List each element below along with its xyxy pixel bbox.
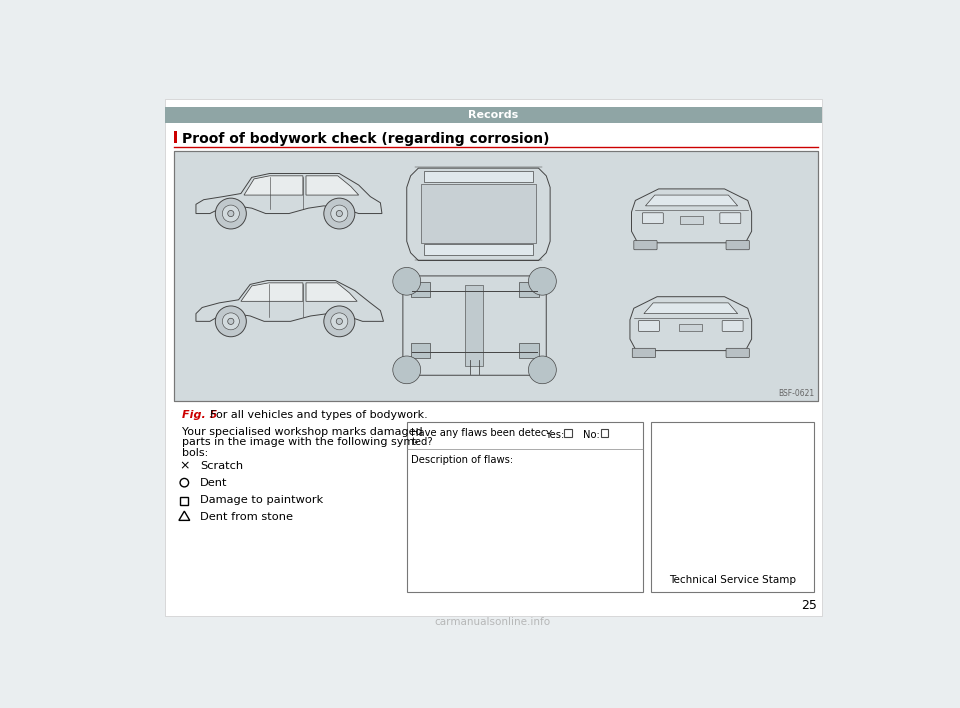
Polygon shape <box>306 283 357 302</box>
Bar <box>175 131 177 144</box>
Bar <box>180 496 188 505</box>
Text: carmanualsonline.info: carmanualsonline.info <box>434 617 550 627</box>
Circle shape <box>228 210 234 217</box>
Text: ×: × <box>180 459 189 472</box>
Text: Dent from stone: Dent from stone <box>200 512 293 522</box>
Text: Scratch: Scratch <box>200 461 243 471</box>
Polygon shape <box>420 183 537 243</box>
Polygon shape <box>306 176 359 195</box>
Circle shape <box>336 210 343 217</box>
Polygon shape <box>244 176 303 195</box>
Bar <box>411 282 430 297</box>
Circle shape <box>331 205 348 222</box>
Circle shape <box>331 313 348 330</box>
Circle shape <box>324 198 355 229</box>
Text: parts in the image with the following sym-: parts in the image with the following sy… <box>182 438 419 447</box>
Polygon shape <box>423 244 533 255</box>
Circle shape <box>223 313 239 330</box>
Bar <box>519 282 539 297</box>
Text: bols:: bols: <box>182 447 208 457</box>
Bar <box>407 422 643 592</box>
Circle shape <box>336 319 343 324</box>
Text: Fig. 5: Fig. 5 <box>182 410 217 420</box>
FancyBboxPatch shape <box>726 241 750 250</box>
Bar <box>175 152 818 401</box>
Polygon shape <box>644 303 737 314</box>
Bar <box>465 285 484 366</box>
FancyBboxPatch shape <box>634 241 657 250</box>
Text: Proof of bodywork check (regarding corrosion): Proof of bodywork check (regarding corro… <box>182 132 549 146</box>
FancyBboxPatch shape <box>720 213 741 224</box>
FancyBboxPatch shape <box>633 348 656 358</box>
Text: Damage to paintwork: Damage to paintwork <box>200 496 324 506</box>
Circle shape <box>528 268 557 295</box>
Text: For all vehicles and types of bodywork.: For all vehicles and types of bodywork. <box>210 410 427 420</box>
Bar <box>519 343 539 358</box>
Bar <box>680 216 703 224</box>
Polygon shape <box>630 297 752 350</box>
Bar <box>165 106 822 123</box>
Bar <box>679 324 702 331</box>
Circle shape <box>528 356 557 384</box>
Polygon shape <box>632 189 752 243</box>
Text: Dent: Dent <box>200 478 228 488</box>
Circle shape <box>393 268 420 295</box>
Text: ted?: ted? <box>412 437 433 447</box>
Text: Description of flaws:: Description of flaws: <box>412 455 514 464</box>
Bar <box>411 343 430 358</box>
Bar <box>564 429 572 437</box>
Bar <box>651 422 814 592</box>
Bar <box>601 429 609 437</box>
FancyBboxPatch shape <box>726 348 750 358</box>
Text: Your specialised workshop marks damaged: Your specialised workshop marks damaged <box>182 427 422 437</box>
Polygon shape <box>196 173 382 214</box>
Circle shape <box>228 319 234 324</box>
Polygon shape <box>196 280 383 321</box>
Text: Technical Service Stamp: Technical Service Stamp <box>669 576 796 586</box>
Circle shape <box>223 205 239 222</box>
Circle shape <box>215 198 247 229</box>
Polygon shape <box>403 276 546 375</box>
Polygon shape <box>645 195 737 206</box>
Text: Have any flaws been detec-: Have any flaws been detec- <box>412 428 550 438</box>
Text: Yes:: Yes: <box>544 430 564 440</box>
Polygon shape <box>423 171 533 182</box>
FancyBboxPatch shape <box>722 321 743 331</box>
Circle shape <box>393 356 420 384</box>
Text: 25: 25 <box>802 599 818 612</box>
Circle shape <box>324 306 355 337</box>
Text: Records: Records <box>468 110 518 120</box>
Bar <box>175 152 818 401</box>
Circle shape <box>215 306 247 337</box>
Polygon shape <box>241 283 303 302</box>
Bar <box>165 99 822 616</box>
Text: No:: No: <box>584 430 600 440</box>
Polygon shape <box>407 168 550 261</box>
FancyBboxPatch shape <box>642 213 663 224</box>
FancyBboxPatch shape <box>638 321 660 331</box>
Text: BSF-0621: BSF-0621 <box>779 389 814 398</box>
